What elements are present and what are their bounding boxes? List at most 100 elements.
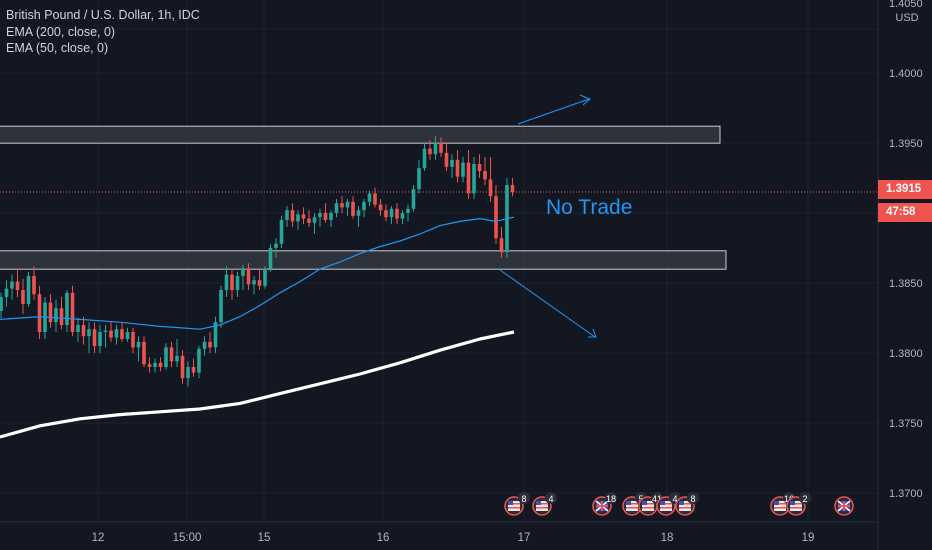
svg-text:16: 16 (784, 494, 794, 504)
candle-body (246, 269, 251, 285)
zone-resistance[interactable] (0, 125, 721, 144)
candle-body (433, 143, 438, 155)
candle-body (455, 159, 460, 177)
svg-text:18: 18 (606, 494, 616, 504)
candle (334, 199, 339, 218)
bar-countdown-badge: 47:58 (878, 203, 932, 222)
candle (120, 322, 124, 342)
candle (301, 207, 306, 225)
candle-body (241, 269, 245, 276)
candle (340, 196, 344, 213)
x-tick-label: 19 (802, 532, 815, 544)
candle (417, 159, 421, 194)
candle (312, 213, 317, 234)
candle-body (499, 238, 504, 253)
ema-200-legend[interactable]: EMA (200, close, 0) (6, 24, 116, 39)
candle-body (268, 248, 273, 269)
candle (10, 274, 14, 300)
trend-arrow-down (499, 269, 597, 338)
candle (158, 357, 163, 372)
candle-body (274, 243, 278, 248)
candle (455, 150, 460, 183)
candle (428, 140, 432, 160)
zones (0, 125, 727, 270)
candle (219, 285, 223, 328)
candle (483, 157, 487, 185)
candle (65, 290, 69, 332)
candle (109, 322, 113, 342)
y-tick-label: 1.3850 (889, 278, 923, 290)
us-flag-icon[interactable]: 2 (786, 492, 811, 516)
candle (87, 322, 91, 353)
us-flag-icon[interactable]: 8 (504, 492, 530, 516)
svg-text:4: 4 (672, 494, 677, 504)
x-tick-label: 12 (92, 532, 105, 544)
candle-body (318, 213, 322, 218)
candle (263, 266, 267, 289)
candle (4, 280, 9, 307)
uk-flag-icon[interactable] (834, 496, 854, 516)
us-flag-icon[interactable]: 8 (675, 492, 699, 516)
candle (224, 266, 229, 297)
svg-text:8: 8 (690, 494, 695, 504)
candle (125, 327, 130, 342)
candle-body (439, 143, 443, 153)
candle-body (373, 193, 377, 205)
x-tick-labels: 12 15:00 15 16 17 18 19 (92, 532, 815, 544)
candle (329, 210, 333, 227)
event-markers[interactable]: 8 4 18 5 (504, 492, 854, 516)
candle-body (76, 325, 80, 332)
candle-body (158, 362, 163, 367)
us-flag-icon[interactable]: 4 (532, 492, 557, 516)
svg-text:41: 41 (652, 494, 662, 504)
candle (466, 150, 471, 199)
candle-body (213, 322, 218, 348)
candle (241, 264, 245, 290)
y-tick-label: 1.3950 (889, 138, 923, 150)
uk-flag-icon[interactable]: 18 (592, 492, 617, 516)
candle (136, 336, 141, 362)
candle (32, 266, 36, 300)
candle (488, 157, 493, 202)
candle-body (400, 213, 405, 219)
candle-body (378, 204, 383, 211)
candle (510, 178, 515, 197)
candle-body (384, 210, 388, 218)
candle (0, 292, 3, 318)
candles (0, 136, 515, 387)
candle (461, 157, 465, 183)
currency-label[interactable]: USD (895, 12, 919, 24)
candle (499, 227, 504, 258)
candle (444, 143, 449, 171)
candle-body (367, 193, 372, 202)
candle-body (285, 210, 289, 220)
candle-body (494, 196, 498, 239)
candle-body (21, 290, 25, 304)
candle-body (428, 148, 432, 155)
candle (175, 339, 179, 367)
candle (81, 316, 86, 345)
candle (422, 143, 427, 171)
time-axis: 12 15:00 15 16 17 18 19 (0, 521, 878, 544)
candle-body (351, 201, 355, 216)
ema-50-legend[interactable]: EMA (50, close, 0) (6, 41, 109, 55)
candle (356, 206, 361, 227)
symbol-title[interactable]: British Pound / U.S. Dollar, 1h, IDC (6, 8, 200, 22)
candle-body (279, 220, 284, 244)
candle (307, 210, 311, 227)
candle-body (103, 330, 108, 332)
candle-body (92, 329, 97, 346)
candle (323, 203, 328, 223)
candle-body (26, 276, 31, 304)
us-flag-icon[interactable]: 41 (638, 492, 663, 516)
candle-body (389, 208, 394, 218)
candle-body (142, 341, 146, 365)
candle-body (180, 355, 185, 379)
zone-support[interactable] (0, 250, 727, 270)
candle-body (59, 308, 64, 325)
candle (433, 136, 438, 160)
candle-body (356, 210, 361, 216)
candle-body (70, 292, 75, 332)
